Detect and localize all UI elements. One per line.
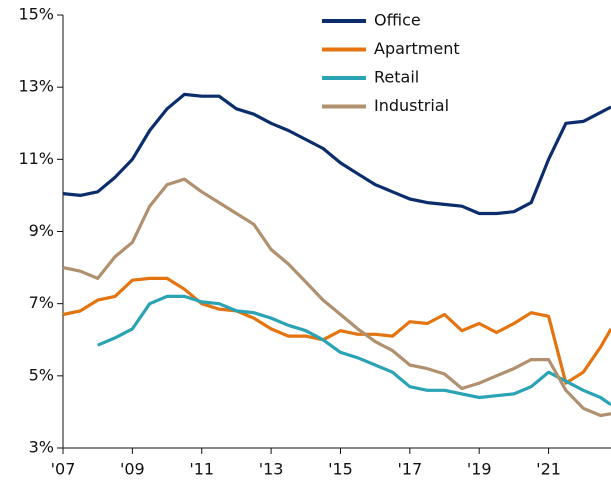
line-series bbox=[62, 177, 611, 418]
legend-label: Industrial bbox=[374, 96, 449, 115]
x-tick-label: '15 bbox=[328, 460, 353, 479]
x-tick-label: '19 bbox=[467, 460, 492, 479]
legend-label: Apartment bbox=[374, 39, 460, 58]
y-tick-label: 13% bbox=[18, 77, 54, 96]
y-tick-label: 5% bbox=[29, 365, 54, 384]
y-tick-label: 9% bbox=[29, 221, 54, 240]
y-tick-label: 7% bbox=[29, 293, 54, 312]
line-series bbox=[97, 294, 611, 407]
legend-label: Office bbox=[374, 11, 421, 30]
x-tick-label: '09 bbox=[120, 460, 145, 479]
x-tick-label: '21 bbox=[536, 460, 561, 479]
line-series bbox=[62, 92, 611, 216]
x-tick-label: '11 bbox=[189, 460, 214, 479]
y-tick-label: 3% bbox=[29, 438, 54, 457]
x-tick-label: '13 bbox=[259, 460, 284, 479]
y-tick-label: 11% bbox=[18, 149, 54, 168]
legend-label: Retail bbox=[374, 68, 419, 87]
x-tick-label: '17 bbox=[397, 460, 422, 479]
line-series bbox=[62, 276, 611, 385]
x-tick-label: '07 bbox=[51, 460, 76, 479]
y-tick-label: 15% bbox=[18, 5, 54, 24]
